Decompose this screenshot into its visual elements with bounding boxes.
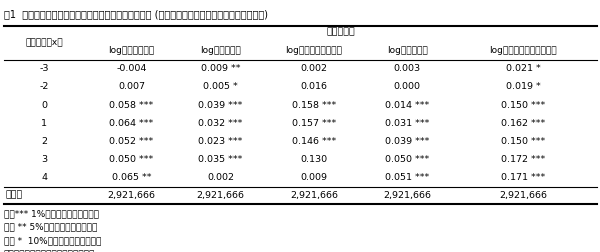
Text: 注：*** 1%水準で統計的に有意。: 注：*** 1%水準で統計的に有意。 bbox=[4, 209, 99, 218]
Text: 0.035 ***: 0.035 *** bbox=[198, 155, 242, 164]
Text: *  10%水準で統計的に有意。: * 10%水準で統計的に有意。 bbox=[4, 237, 101, 246]
Text: 0.157 ***: 0.157 *** bbox=[292, 119, 336, 128]
Text: 0.021 *: 0.021 * bbox=[505, 64, 540, 73]
Text: 0.039 ***: 0.039 *** bbox=[385, 137, 430, 146]
Text: 2,921,666: 2,921,666 bbox=[290, 191, 338, 200]
Text: 観測数: 観測数 bbox=[6, 191, 23, 200]
Text: 0.171 ***: 0.171 *** bbox=[501, 173, 545, 182]
Text: ** 5%水準で統計的に有意。: ** 5%水準で統計的に有意。 bbox=[4, 223, 97, 232]
Text: 0.031 ***: 0.031 *** bbox=[385, 119, 430, 128]
Text: 4: 4 bbox=[41, 173, 47, 182]
Text: log（有形固定資産）: log（有形固定資産） bbox=[286, 46, 342, 55]
Text: 2,921,666: 2,921,666 bbox=[383, 191, 431, 200]
Text: 0.051 ***: 0.051 *** bbox=[385, 173, 430, 182]
Text: 0.150 ***: 0.150 *** bbox=[501, 137, 545, 146]
Text: 0.039 ***: 0.039 *** bbox=[198, 101, 242, 110]
Text: 2,921,666: 2,921,666 bbox=[107, 191, 155, 200]
Text: 0.019 *: 0.019 * bbox=[505, 82, 540, 91]
Text: -0.004: -0.004 bbox=[116, 64, 146, 73]
Text: 0.032 ***: 0.032 *** bbox=[198, 119, 242, 128]
Text: 被説明変数: 被説明変数 bbox=[326, 27, 355, 37]
Text: 0.172 ***: 0.172 *** bbox=[501, 155, 545, 164]
Text: log（総資産）: log（総資産） bbox=[200, 46, 241, 55]
Text: 0.023 ***: 0.023 *** bbox=[198, 137, 242, 146]
Text: log（長期・短期借入金）: log（長期・短期借入金） bbox=[489, 46, 557, 55]
Text: 0.007: 0.007 bbox=[118, 82, 145, 91]
Text: -2: -2 bbox=[40, 82, 49, 91]
Text: 0.009: 0.009 bbox=[301, 173, 328, 182]
Text: 0.005 *: 0.005 * bbox=[203, 82, 238, 91]
Text: 融資開始前１年を基準年としている。: 融資開始前１年を基準年としている。 bbox=[4, 250, 95, 252]
Text: 融資開始後x年: 融資開始後x年 bbox=[25, 39, 63, 48]
Text: 3: 3 bbox=[41, 155, 47, 164]
Text: 0.052 ***: 0.052 *** bbox=[109, 137, 154, 146]
Text: 2,921,666: 2,921,666 bbox=[499, 191, 547, 200]
Text: 0.064 ***: 0.064 *** bbox=[109, 119, 154, 128]
Text: 2,921,666: 2,921,666 bbox=[196, 191, 244, 200]
Text: 0: 0 bbox=[41, 101, 47, 110]
Text: 0.158 ***: 0.158 *** bbox=[292, 101, 336, 110]
Text: 0.009 **: 0.009 ** bbox=[200, 64, 240, 73]
Text: 0.050 ***: 0.050 *** bbox=[385, 155, 430, 164]
Text: 0.003: 0.003 bbox=[394, 64, 421, 73]
Text: 0.002: 0.002 bbox=[207, 173, 234, 182]
Text: 1: 1 bbox=[41, 119, 47, 128]
Text: 表1  中小企業の成長に対するマル経融資のインパクト (傾向スコアマッチング後の差の差の分析): 表1 中小企業の成長に対するマル経融資のインパクト (傾向スコアマッチング後の差… bbox=[4, 9, 268, 19]
Text: 0.014 ***: 0.014 *** bbox=[385, 101, 430, 110]
Text: log（売上高）: log（売上高） bbox=[387, 46, 428, 55]
Text: -3: -3 bbox=[39, 64, 49, 73]
Text: 0.058 ***: 0.058 *** bbox=[109, 101, 154, 110]
Text: 0.065 **: 0.065 ** bbox=[112, 173, 151, 182]
Text: 0.130: 0.130 bbox=[300, 155, 328, 164]
Text: 0.150 ***: 0.150 *** bbox=[501, 101, 545, 110]
Text: 0.000: 0.000 bbox=[394, 82, 421, 91]
Text: 0.146 ***: 0.146 *** bbox=[292, 137, 336, 146]
Text: log（従業員数）: log（従業員数） bbox=[109, 46, 155, 55]
Text: 0.050 ***: 0.050 *** bbox=[109, 155, 154, 164]
Text: 0.002: 0.002 bbox=[301, 64, 328, 73]
Text: 0.162 ***: 0.162 *** bbox=[501, 119, 545, 128]
Text: 2: 2 bbox=[41, 137, 47, 146]
Text: 0.016: 0.016 bbox=[301, 82, 328, 91]
